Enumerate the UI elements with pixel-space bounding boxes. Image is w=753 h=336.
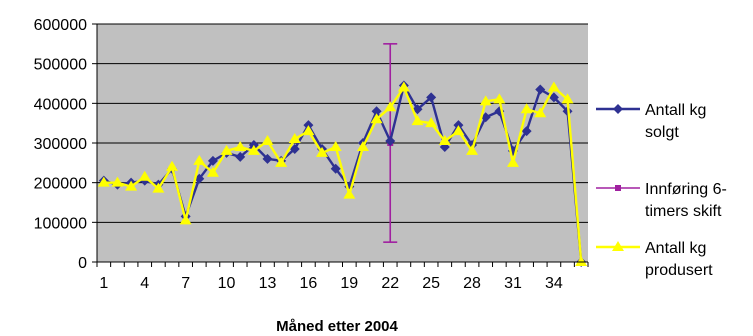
data-point — [425, 117, 438, 128]
data-point — [370, 113, 383, 124]
y-tick-label: 200000 — [34, 176, 87, 193]
data-point — [371, 106, 382, 117]
data-point — [412, 104, 423, 115]
x-axis: 1 4 7 10 13 16 19 22 25 28 31 34 — [96, 261, 589, 292]
data-point — [356, 140, 369, 151]
data-point — [397, 81, 410, 92]
data-point — [411, 115, 424, 126]
data-point — [193, 154, 206, 165]
series-line — [103, 86, 583, 263]
data-point — [330, 163, 341, 174]
y-tick-label: 100000 — [34, 215, 87, 232]
data-point — [575, 256, 588, 266]
data-point — [329, 140, 342, 151]
legend-label: Antall kg — [645, 102, 706, 119]
y-tick-label: 0 — [78, 255, 87, 272]
legend-marker — [612, 241, 624, 251]
data-point — [438, 135, 451, 146]
y-tick-label: 600000 — [34, 17, 87, 34]
y-tick-label: 400000 — [34, 96, 87, 113]
x-tick-label: 4 — [140, 275, 149, 292]
data-point — [466, 144, 479, 155]
legend-label: Innføring 6- — [645, 181, 727, 198]
legend-item-1: Innføring 6- timers skift — [596, 181, 727, 220]
data-point — [206, 166, 219, 177]
legend-label: timers skift — [645, 203, 722, 220]
data-point — [262, 153, 273, 164]
data-point — [261, 135, 274, 146]
legend-label: Antall kg — [645, 240, 706, 257]
data-point — [547, 81, 560, 92]
data-point — [166, 160, 179, 171]
x-tick-label: 25 — [422, 275, 440, 292]
data-point — [384, 101, 397, 112]
data-point — [302, 125, 315, 136]
data-point — [152, 182, 165, 193]
data-point — [125, 180, 138, 191]
legend-item-0: Antall kg solgt — [596, 102, 706, 141]
x-tick-label: 22 — [381, 275, 399, 292]
x-tick-label: 10 — [218, 275, 236, 292]
data-point — [452, 125, 465, 136]
x-tick-label: 7 — [181, 275, 190, 292]
legend-label: solgt — [645, 124, 679, 141]
data-point — [234, 140, 247, 151]
data-point — [235, 151, 246, 162]
data-point — [561, 93, 574, 104]
legend: Antall kg solgt Innføring 6- timers skift An… — [596, 102, 727, 279]
data-point — [288, 133, 301, 144]
legend-marker — [615, 185, 621, 191]
data-point — [316, 146, 329, 157]
legend-marker — [613, 104, 623, 114]
data-point — [493, 93, 506, 104]
data-point — [506, 156, 519, 167]
y-axis: 0 100000 200000 300000 400000 500000 600000 — [34, 17, 98, 272]
x-tick-label: 34 — [545, 275, 563, 292]
data-point — [275, 156, 288, 167]
data-point — [535, 84, 546, 95]
x-tick-label: 16 — [300, 275, 318, 292]
y-tick-label: 500000 — [34, 57, 87, 74]
data-point — [289, 143, 300, 154]
x-tick-label: 19 — [340, 275, 358, 292]
data-point — [479, 95, 492, 106]
data-point — [343, 188, 356, 199]
data-point — [111, 176, 124, 187]
data-point — [97, 176, 110, 187]
x-tick-label: 1 — [99, 275, 108, 292]
data-point — [385, 136, 396, 147]
data-point — [138, 170, 151, 181]
x-tick-label: 13 — [259, 275, 277, 292]
data-point — [179, 214, 192, 225]
data-point — [426, 92, 437, 103]
data-point — [534, 107, 547, 118]
data-point — [220, 144, 233, 155]
x-axis-title: Måned etter 2004 — [276, 318, 398, 335]
series-2 — [97, 81, 588, 266]
data-point — [520, 103, 533, 114]
x-tick-label: 31 — [504, 275, 522, 292]
y-tick-label: 300000 — [34, 136, 87, 153]
data-point — [247, 144, 260, 155]
data-point — [521, 126, 532, 137]
plot-area — [97, 23, 588, 267]
data-point — [548, 92, 559, 103]
x-tick-label: 28 — [463, 275, 481, 292]
legend-item-2: Antall kg produsert — [596, 240, 713, 279]
data-point — [207, 155, 218, 166]
legend-label: produsert — [645, 262, 713, 279]
